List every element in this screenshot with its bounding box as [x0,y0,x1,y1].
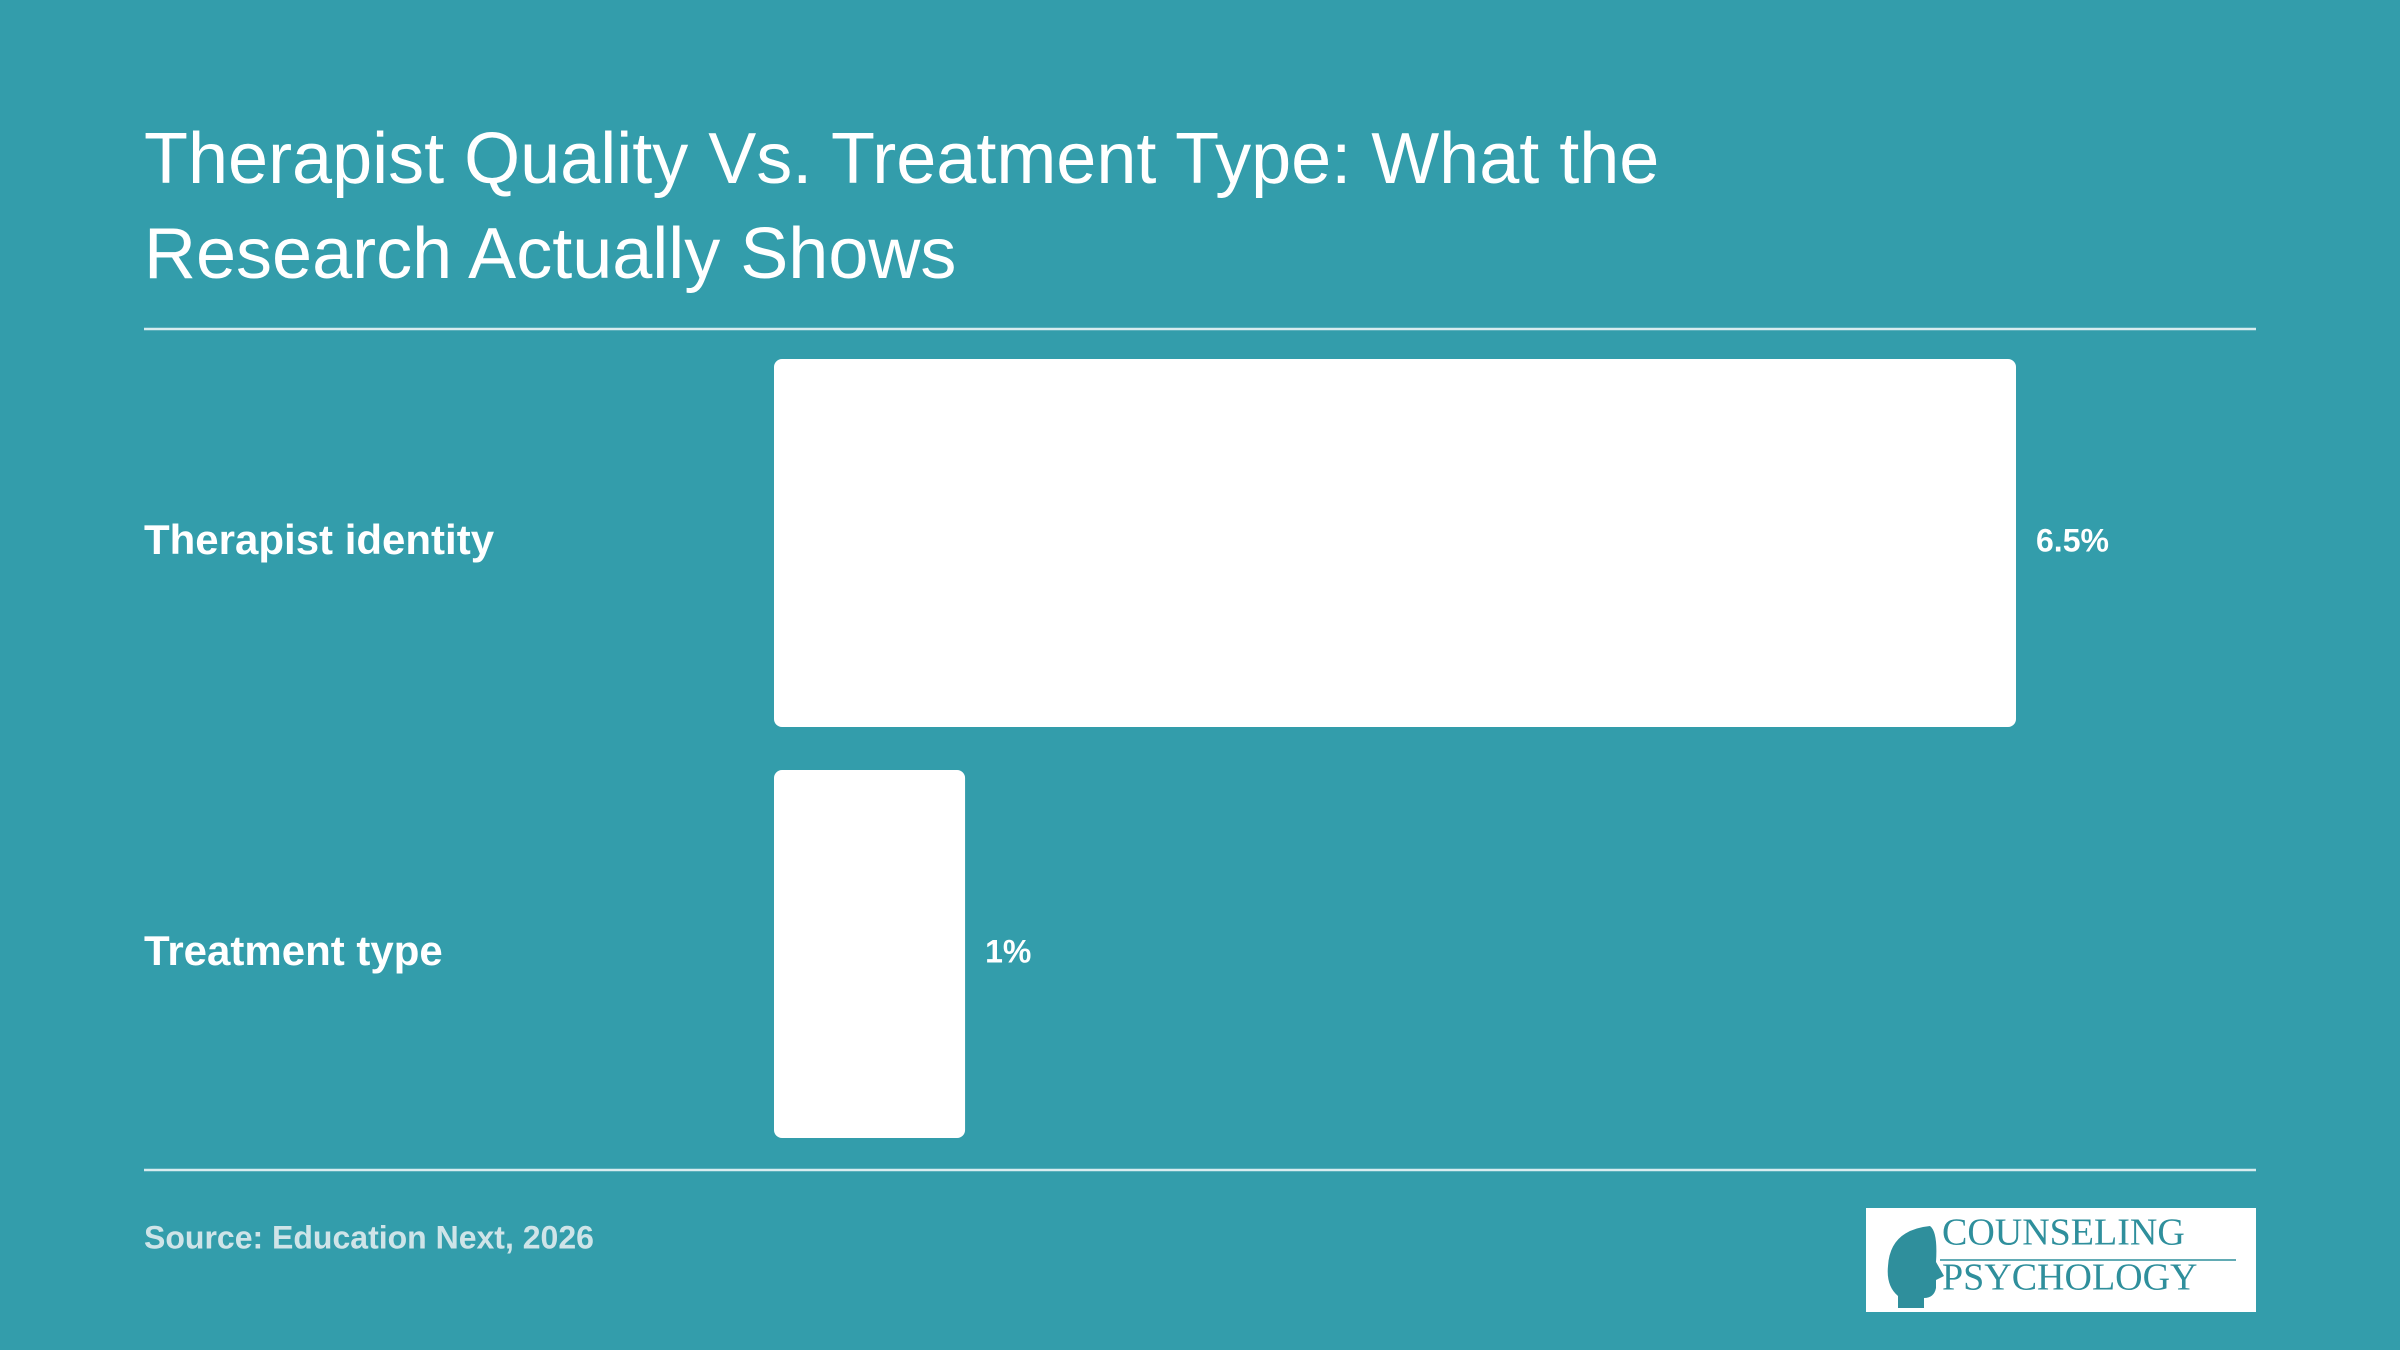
source: Source: Education Next, 2026 [144,1219,594,1255]
bar [774,359,2016,727]
value-label: 1% [985,933,1031,969]
category-label: Treatment type [144,927,443,974]
logo: COUNSELING PSYCHOLOGY [1866,1208,2256,1312]
bar [774,770,966,1138]
logo-text: PSYCHOLOGY [1942,1257,2197,1299]
logo-text: COUNSELING [1942,1212,2185,1254]
value-label: 6.5% [2036,522,2109,558]
category-label: Therapist identity [144,516,495,563]
chart-title: Therapist Quality Vs. Treatment Type: Wh… [144,119,1660,294]
logo-icon [1887,1226,1944,1308]
